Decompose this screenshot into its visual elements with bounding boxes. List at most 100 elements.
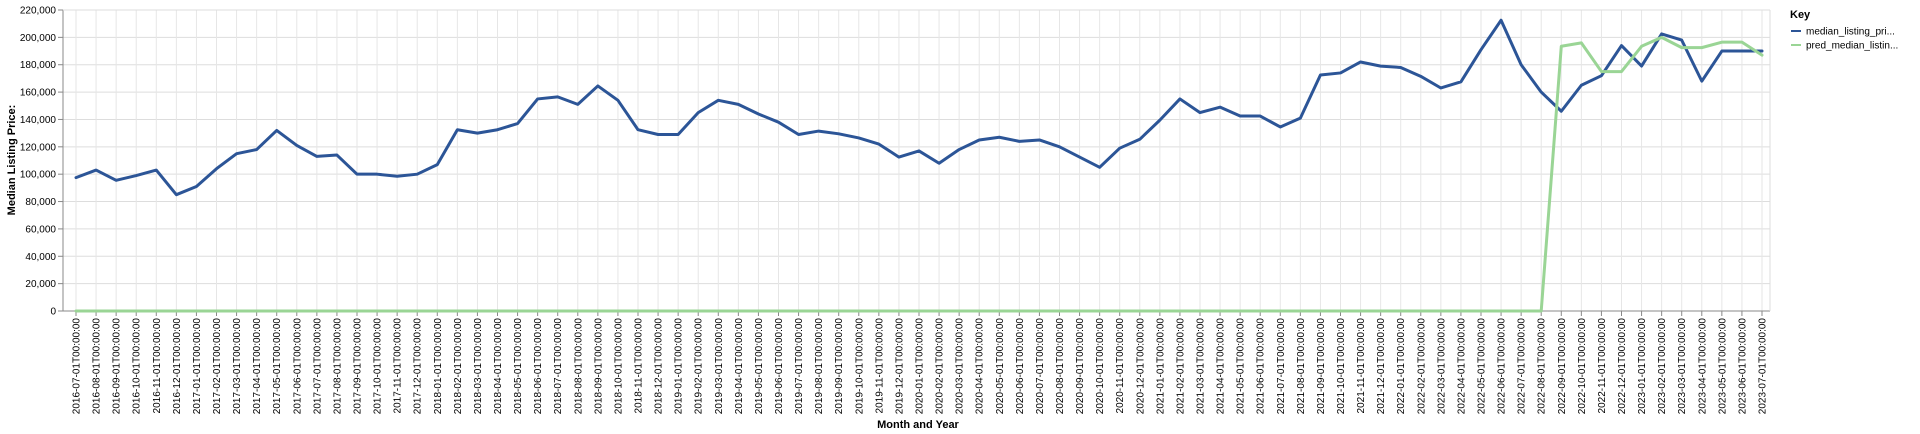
x-tick-label: 2017-08-01T00:00:00 [332, 318, 343, 415]
x-tick-label: 2017-09-01T00:00:00 [353, 318, 364, 415]
x-tick-label: 2021-11-01T00:00:00 [1356, 318, 1367, 414]
x-tick-label: 2020-03-01T00:00:00 [955, 318, 966, 415]
x-tick-label: 2022-08-01T00:00:00 [1537, 318, 1548, 415]
y-axis-title: Median Listing Price: [6, 105, 18, 216]
x-tick-label: 2017-04-01T00:00:00 [252, 318, 263, 415]
axes [58, 9, 1771, 316]
x-tick-label: 2020-08-01T00:00:00 [1055, 318, 1066, 415]
x-tick-label: 2022-04-01T00:00:00 [1456, 318, 1467, 415]
x-tick-label: 2022-10-01T00:00:00 [1577, 318, 1588, 415]
x-tick-label: 2017-12-01T00:00:00 [413, 318, 424, 415]
x-tick-label: 2019-05-01T00:00:00 [754, 318, 765, 415]
x-tick-label: 2020-06-01T00:00:00 [1015, 318, 1026, 415]
x-tick-label: 2021-12-01T00:00:00 [1376, 318, 1387, 415]
x-tick-label: 2020-01-01T00:00:00 [915, 318, 926, 415]
x-tick-label: 2017-02-01T00:00:00 [212, 318, 223, 415]
x-tick-label: 2021-05-01T00:00:00 [1236, 318, 1247, 415]
x-tick-label: 2017-06-01T00:00:00 [292, 318, 303, 415]
legend: Key median_listing_pri... pred_median_lis… [1790, 9, 1898, 52]
x-tick-label: 2018-03-01T00:00:00 [473, 318, 484, 415]
legend-items: median_listing_pri... pred_median_listin.… [1791, 27, 1898, 52]
x-tick-label: 2016-07-01T00:00:00 [72, 318, 83, 415]
x-tick-label: 2021-06-01T00:00:00 [1256, 318, 1267, 415]
x-tick-labels: 2016-07-01T00:00:00 2016-08-01T00:00:00 20… [72, 318, 1769, 415]
x-tick-label: 2022-03-01T00:00:00 [1436, 318, 1447, 415]
x-tick-label: 2017-01-01T00:00:00 [192, 318, 203, 415]
x-tick-label: 2021-04-01T00:00:00 [1216, 318, 1227, 415]
x-tick-label: 2018-07-01T00:00:00 [553, 318, 564, 415]
legend-title: Key [1790, 9, 1811, 21]
x-tick-label: 2018-05-01T00:00:00 [513, 318, 524, 415]
x-tick-label: 2020-09-01T00:00:00 [1075, 318, 1086, 415]
x-tick-label: 2017-11-01T00:00:00 [393, 318, 404, 414]
x-tick-label: 2021-10-01T00:00:00 [1336, 318, 1347, 415]
x-tick-label: 2019-07-01T00:00:00 [794, 318, 805, 415]
x-tick-label: 2019-11-01T00:00:00 [874, 318, 885, 414]
x-tick-label: 2019-03-01T00:00:00 [714, 318, 725, 415]
x-tick-label: 2016-11-01T00:00:00 [152, 318, 163, 414]
x-tick-label: 2018-02-01T00:00:00 [453, 318, 464, 415]
x-tick-label: 2018-11-01T00:00:00 [634, 318, 645, 414]
x-tick-label: 2018-09-01T00:00:00 [593, 318, 604, 415]
x-tick-label: 2016-08-01T00:00:00 [92, 318, 103, 415]
x-tick-label: 2017-03-01T00:00:00 [232, 318, 243, 415]
x-tick-label: 2017-10-01T00:00:00 [373, 318, 384, 415]
x-tick-label: 2019-04-01T00:00:00 [734, 318, 745, 415]
x-tick-label: 2023-03-01T00:00:00 [1677, 318, 1688, 415]
x-tick-label: 2019-12-01T00:00:00 [894, 318, 905, 415]
x-tick-label: 2023-06-01T00:00:00 [1737, 318, 1748, 415]
x-tick-label: 2017-05-01T00:00:00 [272, 318, 283, 415]
series-lines [74, 18, 1764, 313]
y-tick-label: 100,000 [20, 170, 57, 181]
y-tick-label: 120,000 [20, 142, 57, 153]
y-tick-labels: 0 20,000 40,000 60,000 80,000 100,000 120,000 1… [20, 6, 57, 318]
x-tick-label: 2021-03-01T00:00:00 [1196, 318, 1207, 415]
y-tick-label: 80,000 [25, 197, 56, 208]
x-tick-label: 2020-07-01T00:00:00 [1035, 318, 1046, 415]
x-tick-label: 2022-07-01T00:00:00 [1517, 318, 1528, 415]
x-tick-label: 2016-10-01T00:00:00 [132, 318, 143, 415]
x-tick-label: 2022-05-01T00:00:00 [1477, 318, 1488, 415]
y-tick-label: 140,000 [20, 115, 57, 126]
y-tick-label: 200,000 [20, 33, 57, 44]
x-axis-title: Month and Year [877, 419, 959, 431]
x-tick-label: 2018-12-01T00:00:00 [654, 318, 665, 415]
x-tick-label: 2022-06-01T00:00:00 [1497, 318, 1508, 415]
x-tick-label: 2018-06-01T00:00:00 [533, 318, 544, 415]
x-tick-label: 2023-02-01T00:00:00 [1657, 318, 1668, 415]
x-tick-label: 2020-11-01T00:00:00 [1115, 318, 1126, 414]
x-tick-label: 2020-04-01T00:00:00 [975, 318, 986, 415]
x-tick-label: 2023-07-01T00:00:00 [1758, 318, 1769, 415]
x-tick-label: 2022-12-01T00:00:00 [1617, 318, 1628, 415]
x-tick-label: 2023-04-01T00:00:00 [1697, 318, 1708, 415]
y-tick-label: 20,000 [25, 279, 56, 290]
y-tick-label: 180,000 [20, 60, 57, 71]
x-tick-label: 2019-10-01T00:00:00 [854, 318, 865, 415]
y-tick-label: 220,000 [20, 6, 57, 17]
x-tick-label: 2019-08-01T00:00:00 [814, 318, 825, 415]
x-tick-label: 2021-02-01T00:00:00 [1175, 318, 1186, 415]
x-tick-label: 2022-02-01T00:00:00 [1416, 318, 1427, 415]
x-tick-label: 2018-08-01T00:00:00 [573, 318, 584, 415]
x-tick-label: 2017-07-01T00:00:00 [312, 318, 323, 415]
x-tick-label: 2020-02-01T00:00:00 [935, 318, 946, 415]
y-tick-label: 0 [50, 307, 56, 318]
x-tick-label: 2019-06-01T00:00:00 [774, 318, 785, 415]
y-tick-label: 40,000 [25, 252, 56, 263]
x-tick-label: 2021-01-01T00:00:00 [1155, 318, 1166, 415]
x-tick-label: 2019-02-01T00:00:00 [694, 318, 705, 415]
x-tick-label: 2018-10-01T00:00:00 [613, 318, 624, 415]
x-tick-label: 2022-11-01T00:00:00 [1597, 318, 1608, 414]
x-tick-label: 2019-01-01T00:00:00 [674, 318, 685, 415]
x-tick-label: 2019-09-01T00:00:00 [834, 318, 845, 415]
x-tick-label: 2016-09-01T00:00:00 [112, 318, 123, 415]
x-tick-label: 2022-09-01T00:00:00 [1557, 318, 1568, 415]
x-tick-label: 2020-12-01T00:00:00 [1135, 318, 1146, 415]
y-tick-label: 160,000 [20, 88, 57, 99]
x-tick-label: 2018-04-01T00:00:00 [493, 318, 504, 415]
x-tick-label: 2020-10-01T00:00:00 [1095, 318, 1106, 415]
x-tick-label: 2016-12-01T00:00:00 [172, 318, 183, 415]
x-tick-label: 2021-08-01T00:00:00 [1296, 318, 1307, 415]
x-tick-label: 2021-07-01T00:00:00 [1276, 318, 1287, 415]
